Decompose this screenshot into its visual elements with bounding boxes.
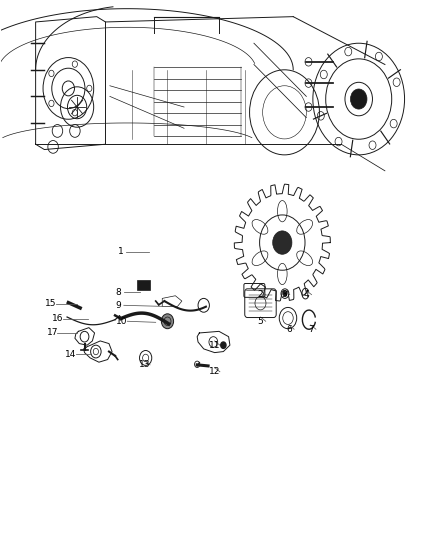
- Circle shape: [350, 89, 367, 109]
- Text: 17: 17: [46, 328, 58, 337]
- Circle shape: [273, 231, 292, 254]
- Text: 2: 2: [258, 290, 263, 299]
- Text: 5: 5: [258, 317, 263, 326]
- Text: 13: 13: [139, 360, 151, 369]
- Circle shape: [221, 342, 226, 349]
- Text: 6: 6: [286, 325, 292, 334]
- Text: 14: 14: [65, 350, 76, 359]
- Text: 12: 12: [209, 367, 220, 376]
- Circle shape: [161, 314, 173, 329]
- Text: 1: 1: [118, 247, 124, 256]
- Text: 11: 11: [209, 341, 220, 350]
- Text: 16: 16: [52, 314, 63, 323]
- Text: 8: 8: [116, 287, 121, 296]
- Bar: [138, 280, 150, 290]
- Text: 7: 7: [308, 325, 314, 334]
- Text: 15: 15: [45, 299, 57, 308]
- Text: 10: 10: [117, 317, 128, 326]
- Circle shape: [283, 292, 287, 296]
- Text: 3: 3: [282, 290, 287, 299]
- Text: 4: 4: [304, 290, 309, 299]
- Text: 9: 9: [116, 301, 121, 310]
